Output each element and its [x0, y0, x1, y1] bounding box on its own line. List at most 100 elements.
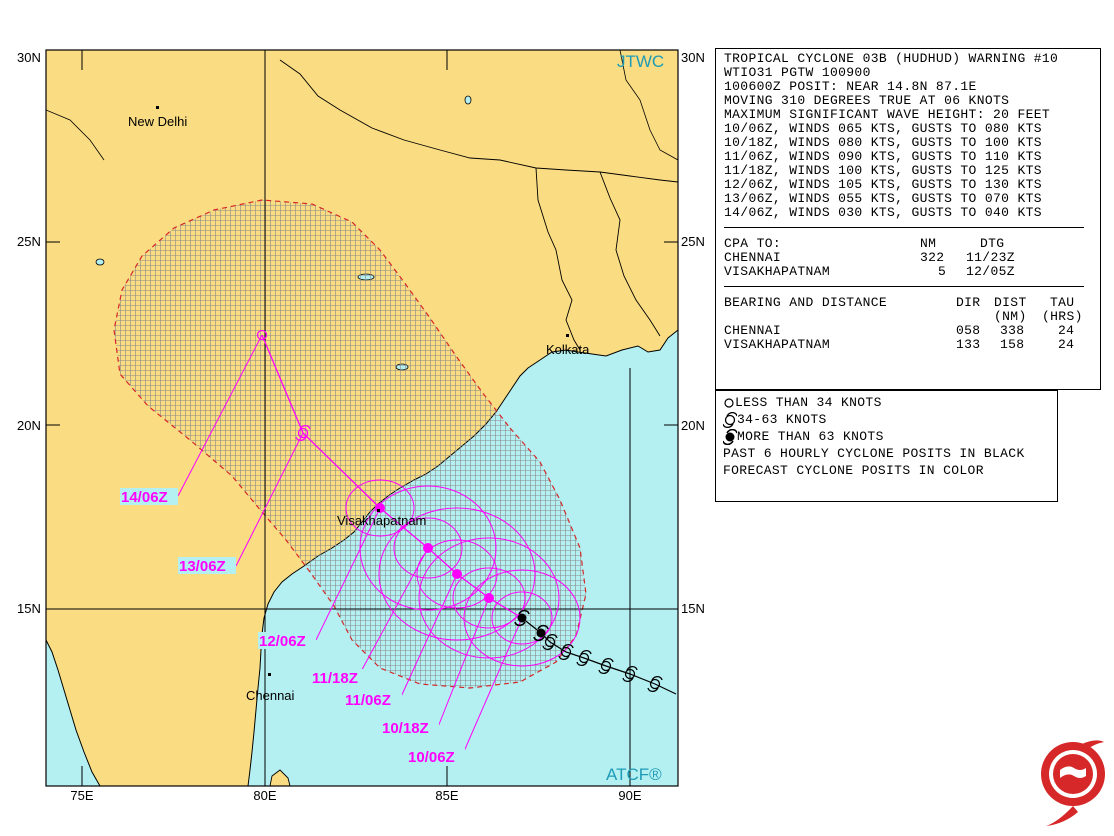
warning-wind-line: 12/06Z, WINDS 105 KTS, GUSTS TO 130 KTS — [724, 177, 1042, 192]
warning-wave-line: MAXIMUM SIGNIFICANT WAVE HEIGHT: 20 FEET — [724, 107, 1051, 122]
lon-label-80e: 80E — [253, 788, 276, 803]
warning-wind-line: 11/06Z, WINDS 090 KTS, GUSTS TO 110 KTS — [724, 149, 1042, 164]
warning-wind-line: 10/18Z, WINDS 080 KTS, GUSTS TO 100 KTS — [724, 135, 1042, 150]
bearing-dist-unit: (NM) — [994, 309, 1027, 324]
city-marker-icon — [377, 509, 380, 512]
cpa-row: CHENNAI 322 11/23Z — [724, 251, 1100, 265]
cpa-header-row: CPA TO: NM DTG — [724, 237, 1100, 251]
city-label-chennai: Chennai — [246, 688, 295, 703]
cpa-row: VISAKHAPATNAM 5 12/05Z — [724, 265, 1100, 279]
lake-shape — [95, 258, 105, 266]
city-marker-icon — [566, 334, 569, 337]
lat-label-15n: 15N — [17, 601, 41, 616]
legend-item: MORE THAN 63 KNOTS — [723, 428, 1057, 445]
warning-position-line: 100600Z POSIT: NEAR 14.8N 87.1E — [724, 79, 977, 94]
border-line — [535, 167, 581, 351]
legend-34-63: 34-63 KNOTS — [737, 412, 827, 427]
city-label-kolkata: Kolkata — [546, 342, 590, 357]
forecast-label-14-06z: 14/06Z — [121, 489, 168, 506]
lat-label-15n-right: 15N — [681, 601, 705, 616]
bearing-units-row: (NM) (HRS) — [724, 310, 1100, 324]
forecast-position-icon — [423, 543, 433, 553]
divider — [724, 227, 1084, 228]
circle-icon — [724, 397, 734, 408]
hollow-cyclone-icon — [723, 411, 737, 428]
city-marker-icon — [156, 106, 159, 109]
bearing-tau-unit: (HRS) — [1042, 309, 1083, 324]
bearing-dist-value: 158 — [1000, 337, 1025, 352]
legend-note-forecast: FORECAST CYCLONE POSITS IN COLOR — [723, 463, 984, 478]
jtwc-brand-label: JTWC — [617, 52, 664, 71]
lon-label-85e: 85E — [435, 788, 458, 803]
bearing-row: CHENNAI 058 338 24 — [724, 324, 1100, 338]
bearing-dir-header: DIR — [956, 295, 981, 310]
lon-label-90e: 90E — [618, 788, 641, 803]
forecast-position-icon — [256, 329, 268, 341]
legend-less-34: LESS THAN 34 KNOTS — [735, 395, 882, 410]
city-markers — [156, 106, 569, 676]
warning-header-line: WTIO31 PGTW 100900 — [724, 65, 871, 80]
cpa-nm-value: 322 — [920, 250, 945, 265]
border-line — [279, 59, 678, 183]
cpa-dtg-header: DTG — [980, 236, 1005, 251]
legend-item: LESS THAN 34 KNOTS — [723, 394, 1057, 411]
warning-movement-line: MOVING 310 DEGREES TRUE AT 06 KNOTS — [724, 93, 1010, 108]
border-line — [46, 109, 105, 161]
border-line — [619, 50, 678, 161]
legend-note: FORECAST CYCLONE POSITS IN COLOR — [723, 462, 1057, 479]
bearing-tau-value: 24 — [1058, 337, 1075, 352]
cpa-place: VISAKHAPATNAM — [724, 264, 830, 279]
cpa-dtg-value: 12/05Z — [966, 264, 1015, 279]
legend-panel: LESS THAN 34 KNOTS 34-63 KNOTS MORE THAN… — [715, 390, 1058, 502]
lake-shape — [464, 95, 472, 105]
border-line — [599, 171, 661, 337]
forecast-label-10-18z: 10/18Z — [382, 720, 429, 737]
map-frame — [45, 49, 679, 787]
bearing-tau-header: TAU — [1050, 295, 1075, 310]
bearing-dir-value: 058 — [956, 323, 981, 338]
bearing-row: VISAKHAPATNAM 133 158 24 — [724, 338, 1100, 352]
bearing-dist-header: DIST — [994, 295, 1027, 310]
warning-wind-line: 13/06Z, WINDS 055 KTS, GUSTS TO 070 KTS — [724, 191, 1042, 206]
sri-lanka-shape — [269, 769, 291, 786]
lat-label-25n: 25N — [17, 234, 41, 249]
label-leaders — [177, 334, 523, 757]
lat-label-20n-right: 20N — [681, 418, 705, 433]
lat-label-30n: 30N — [17, 50, 41, 65]
forecast-label-12-06z: 12/06Z — [259, 633, 306, 650]
lat-label-20n: 20N — [17, 418, 41, 433]
forecast-label-13-06z: 13/06Z — [179, 558, 226, 575]
forecast-label-11-06z: 11/06Z — [345, 692, 391, 709]
legend-note: PAST 6 HOURLY CYCLONE POSITS IN BLACK — [723, 445, 1057, 462]
cpa-nm-value: 5 — [938, 264, 947, 279]
warning-panel: TROPICAL CYCLONE 03B (HUDHUD) WARNING #1… — [715, 48, 1101, 390]
city-label-visakhapatnam: Visakhapatnam — [337, 513, 426, 528]
forecast-label-11-18z: 11/18Z — [312, 670, 358, 687]
divider — [724, 286, 1084, 287]
forecast-position-icon — [452, 569, 462, 579]
legend-note-past: PAST 6 HOURLY CYCLONE POSITS IN BLACK — [723, 446, 1025, 461]
jtwc-seal-logo — [1041, 740, 1105, 826]
bearing-header-row: BEARING AND DISTANCE DIR DIST TAU — [724, 296, 1100, 310]
bearing-tau-value: 24 — [1058, 323, 1075, 338]
cpa-title: CPA TO: — [724, 236, 782, 251]
warning-title: TROPICAL CYCLONE 03B (HUDHUD) WARNING #1… — [724, 51, 1059, 66]
bearing-dir-value: 133 — [956, 337, 981, 352]
bearing-title: BEARING AND DISTANCE — [724, 295, 888, 310]
forecast-position-icon — [484, 593, 494, 603]
city-label-new-delhi: New Delhi — [128, 114, 187, 129]
filled-cyclone-icon — [723, 428, 737, 445]
atcf-brand-label: ATCF® — [606, 765, 662, 784]
lat-label-30n-right: 30N — [681, 50, 705, 65]
lat-label-25n-right: 25N — [681, 234, 705, 249]
cpa-nm-header: NM — [920, 236, 937, 251]
warning-wind-line: 11/18Z, WINDS 100 KTS, GUSTS TO 125 KTS — [724, 163, 1042, 178]
bearing-place: CHENNAI — [724, 323, 782, 338]
city-marker-icon — [268, 673, 271, 676]
legend-item: 34-63 KNOTS — [723, 411, 1057, 428]
bearing-dist-value: 338 — [1000, 323, 1025, 338]
forecast-label-10-06z: 10/06Z — [408, 749, 455, 766]
warning-wind-line: 10/06Z, WINDS 065 KTS, GUSTS TO 080 KTS — [724, 121, 1042, 136]
graticule — [46, 50, 678, 786]
